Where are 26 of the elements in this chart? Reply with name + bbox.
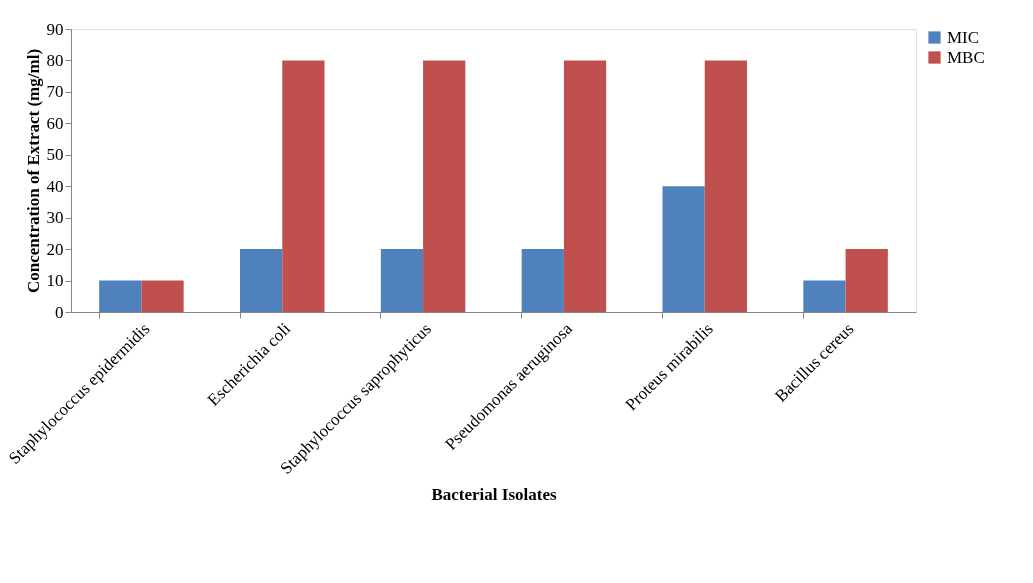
bar	[803, 280, 846, 312]
y-tick-label: 0	[55, 302, 64, 322]
legend-label: MBC	[947, 47, 985, 67]
y-tick-label: 10	[46, 271, 64, 291]
y-tick-label: 70	[46, 82, 64, 102]
x-axis-title: Bacterial Isolates	[431, 485, 557, 505]
bar	[141, 280, 184, 312]
bar	[380, 249, 424, 312]
bar	[99, 280, 142, 312]
y-axis-title: Concentration of Extract (mg/ml)	[23, 48, 43, 294]
y-tick-label: 90	[46, 19, 64, 39]
y-tick-label: 40	[46, 176, 64, 196]
y-tick-label: 30	[46, 208, 64, 228]
y-tick-label: 80	[46, 50, 64, 70]
y-tick-label: 60	[46, 113, 64, 133]
bar	[282, 60, 325, 312]
bar	[845, 249, 888, 312]
bar	[662, 186, 705, 312]
bar	[423, 60, 466, 312]
y-tick-label: 20	[46, 239, 64, 259]
bar	[563, 60, 607, 312]
bar	[240, 249, 283, 312]
bar	[521, 249, 564, 312]
bar	[704, 60, 747, 312]
y-tick-label: 50	[46, 145, 64, 165]
legend-label: MIC	[947, 27, 980, 47]
